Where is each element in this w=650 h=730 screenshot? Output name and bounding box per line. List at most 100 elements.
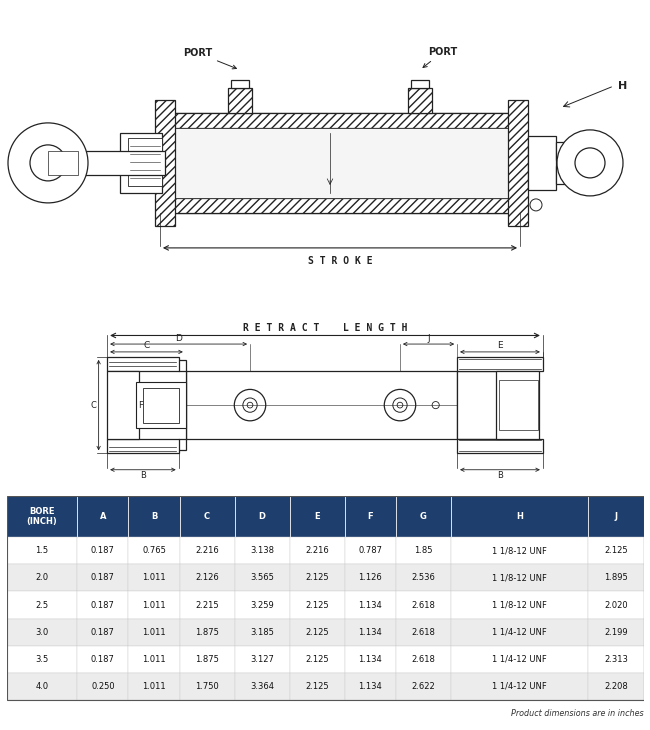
- Bar: [179, 618, 235, 646]
- Text: H: H: [516, 512, 523, 521]
- Bar: [499, 380, 538, 430]
- Bar: [77, 591, 129, 618]
- Bar: [179, 564, 235, 591]
- Text: 1 1/4-12 UNF: 1 1/4-12 UNF: [492, 628, 547, 637]
- Text: 2.125: 2.125: [306, 655, 329, 664]
- Text: C: C: [204, 512, 210, 521]
- Bar: [179, 646, 235, 673]
- Bar: [228, 88, 252, 113]
- Text: 1.011: 1.011: [142, 682, 166, 691]
- Bar: [344, 564, 396, 591]
- Bar: [155, 100, 175, 226]
- Circle shape: [247, 402, 253, 408]
- Bar: [408, 88, 432, 113]
- Bar: [588, 496, 644, 537]
- Text: 3.0: 3.0: [35, 628, 49, 637]
- Bar: [6, 591, 77, 618]
- Text: 2.618: 2.618: [411, 655, 436, 664]
- Text: 2.216: 2.216: [195, 546, 219, 556]
- Bar: [556, 166, 581, 184]
- Bar: [77, 618, 129, 646]
- Text: A: A: [99, 512, 106, 521]
- Text: 0.250: 0.250: [91, 682, 114, 691]
- Bar: [128, 138, 162, 186]
- Bar: [235, 673, 290, 700]
- Circle shape: [30, 145, 66, 181]
- Bar: [160, 113, 520, 213]
- Circle shape: [530, 199, 542, 211]
- Bar: [588, 564, 644, 591]
- Bar: [129, 496, 179, 537]
- Text: 2.125: 2.125: [306, 573, 329, 583]
- Text: 2.215: 2.215: [195, 601, 219, 610]
- Circle shape: [384, 389, 416, 420]
- Bar: [457, 371, 500, 439]
- Bar: [396, 496, 451, 537]
- Text: 2.216: 2.216: [306, 546, 329, 556]
- Bar: [411, 80, 429, 88]
- Bar: [6, 537, 77, 564]
- Text: 0.787: 0.787: [358, 546, 382, 556]
- Circle shape: [243, 398, 257, 412]
- Bar: [6, 564, 77, 591]
- Text: 1.85: 1.85: [414, 546, 432, 556]
- Text: PORT: PORT: [423, 47, 457, 67]
- Bar: [129, 564, 179, 591]
- Circle shape: [393, 398, 407, 412]
- Bar: [588, 618, 644, 646]
- Bar: [6, 673, 77, 700]
- Text: PORT: PORT: [183, 48, 237, 69]
- Bar: [451, 618, 588, 646]
- Bar: [160, 128, 520, 198]
- Text: 2.125: 2.125: [604, 546, 628, 556]
- Bar: [179, 496, 235, 537]
- Bar: [451, 591, 588, 618]
- Bar: [556, 142, 581, 160]
- Text: 0.187: 0.187: [91, 573, 115, 583]
- Circle shape: [397, 402, 403, 408]
- Text: Product dimensions are in inches: Product dimensions are in inches: [511, 709, 644, 718]
- Bar: [77, 646, 129, 673]
- Text: 2.536: 2.536: [411, 573, 436, 583]
- Text: 1.011: 1.011: [142, 628, 166, 637]
- Bar: [6, 618, 77, 646]
- Bar: [129, 537, 179, 564]
- Bar: [344, 496, 396, 537]
- Bar: [344, 537, 396, 564]
- Bar: [6, 496, 77, 537]
- Bar: [497, 371, 540, 439]
- Bar: [588, 591, 644, 618]
- Bar: [129, 673, 179, 700]
- Text: E: E: [497, 342, 502, 350]
- Text: 3.5: 3.5: [35, 655, 49, 664]
- Bar: [179, 591, 235, 618]
- Text: 0.765: 0.765: [142, 546, 166, 556]
- Bar: [588, 537, 644, 564]
- Bar: [344, 618, 396, 646]
- Bar: [451, 496, 588, 537]
- Text: 1.5: 1.5: [35, 546, 49, 556]
- Text: 3.127: 3.127: [250, 655, 274, 664]
- Text: 2.618: 2.618: [411, 601, 436, 610]
- Text: 1.134: 1.134: [358, 682, 382, 691]
- Bar: [451, 673, 588, 700]
- Text: 0.187: 0.187: [91, 546, 115, 556]
- Bar: [290, 496, 344, 537]
- Bar: [235, 564, 290, 591]
- Bar: [77, 496, 129, 537]
- Text: 1.875: 1.875: [195, 655, 219, 664]
- Circle shape: [557, 130, 623, 196]
- Bar: [508, 100, 528, 226]
- Bar: [344, 591, 396, 618]
- Text: 1 1/4-12 UNF: 1 1/4-12 UNF: [492, 682, 547, 691]
- Bar: [396, 537, 451, 564]
- Text: F: F: [138, 401, 143, 410]
- Text: 2.618: 2.618: [411, 628, 436, 637]
- Text: C: C: [144, 342, 150, 350]
- Text: 1.875: 1.875: [195, 628, 219, 637]
- Text: J: J: [614, 512, 618, 521]
- Bar: [290, 646, 344, 673]
- Bar: [77, 564, 129, 591]
- Text: H: H: [618, 81, 627, 91]
- Text: 2.622: 2.622: [411, 682, 436, 691]
